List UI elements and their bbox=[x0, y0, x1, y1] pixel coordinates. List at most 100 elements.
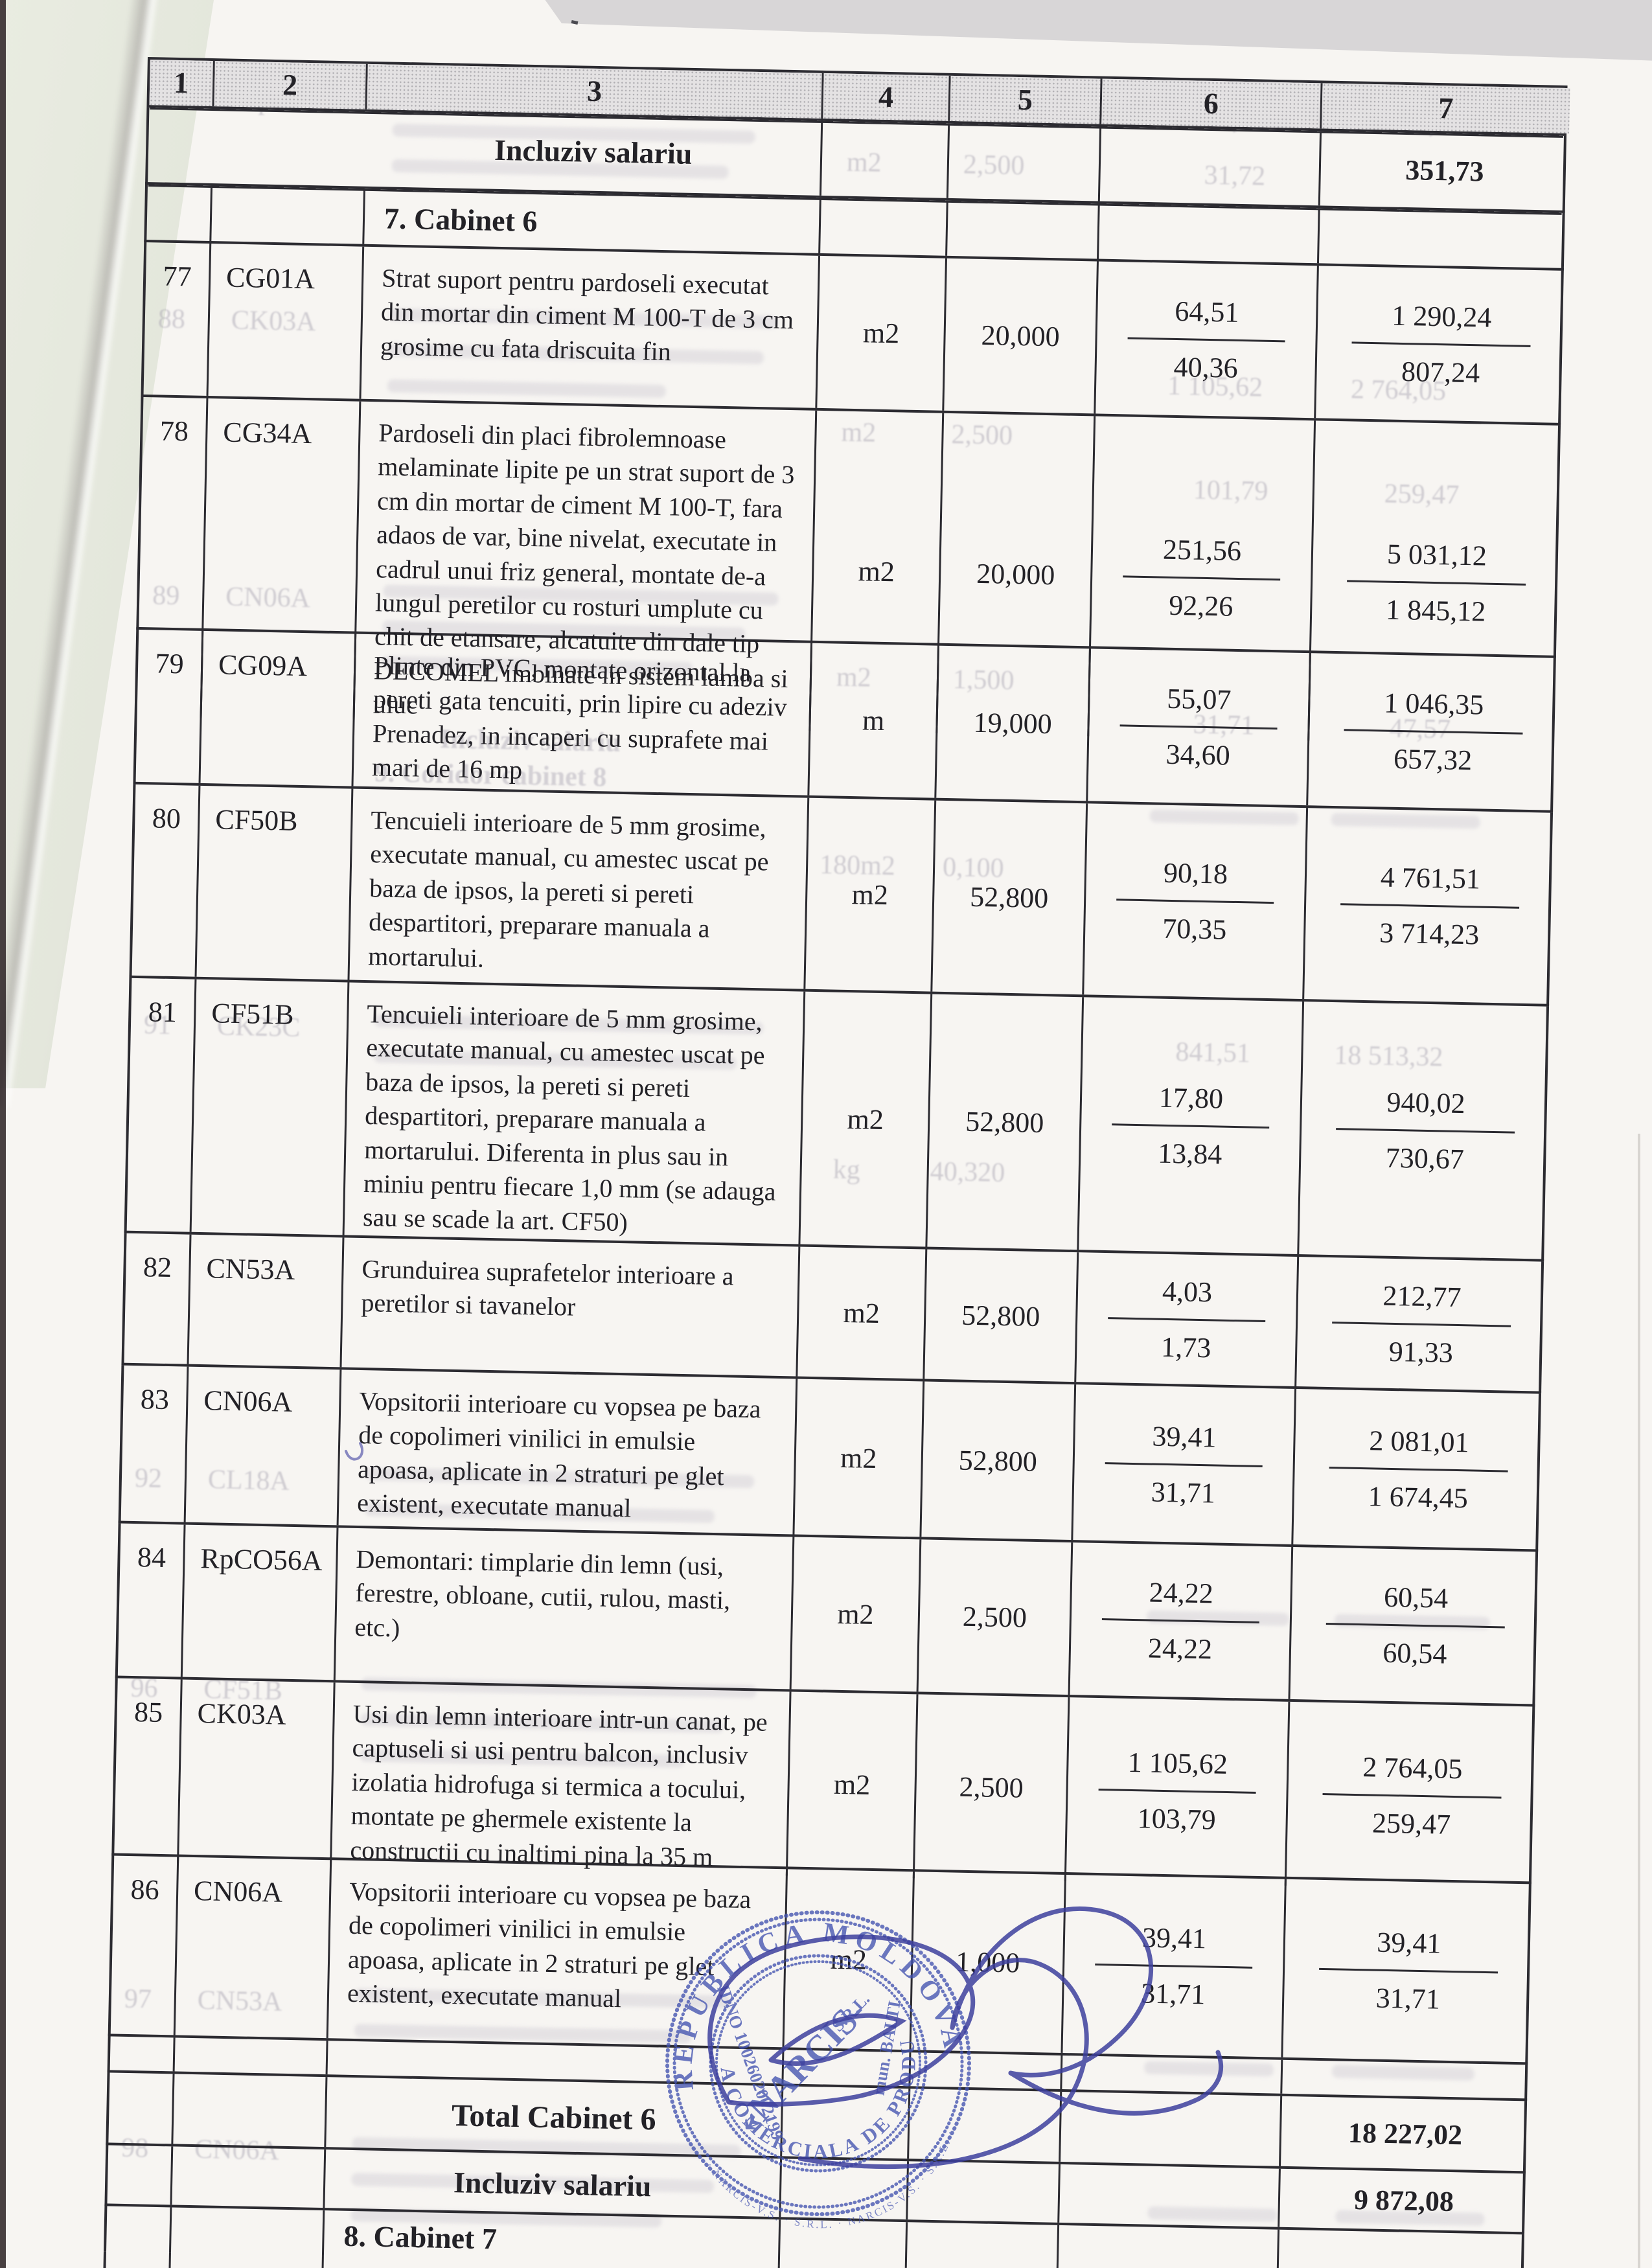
salary-label: Incluziv salariu bbox=[325, 2149, 783, 2217]
col-header-6: 6 bbox=[1101, 78, 1323, 129]
price-total: 4,03 bbox=[1162, 1275, 1213, 1308]
price-salary: 31,71 bbox=[1151, 1476, 1216, 1509]
row-quantity: 2,500 bbox=[914, 1694, 1070, 1881]
amount-salary: 259,47 bbox=[1371, 1807, 1451, 1841]
table-row: 85 CK03A Usi din lemn interioare intr-un… bbox=[111, 1678, 1535, 1886]
amount-total: 5 031,12 bbox=[1386, 538, 1487, 572]
row-quantity: 52,800 bbox=[924, 1249, 1079, 1382]
empty-cell bbox=[172, 2146, 327, 2208]
row-code: CF51B bbox=[191, 979, 350, 1235]
row-price-pair: 4,03 1,73 bbox=[1076, 1252, 1300, 1387]
price-salary: 24,22 bbox=[1147, 1632, 1213, 1666]
total-value: 18 227,02 bbox=[1348, 2116, 1463, 2151]
row-unit: m2 bbox=[784, 1869, 915, 2050]
stub bbox=[170, 2252, 324, 2268]
row-quantity: 52,800 bbox=[932, 800, 1088, 995]
empty-cell bbox=[910, 2052, 1063, 2089]
fraction-divider bbox=[1347, 580, 1526, 586]
row-unit: m2 bbox=[797, 1246, 928, 1379]
row-number: 80 bbox=[132, 784, 201, 977]
row-quantity: 19,000 bbox=[936, 645, 1091, 801]
amount-salary: 3 714,23 bbox=[1379, 917, 1480, 951]
fraction-divider bbox=[1127, 337, 1285, 343]
row-amount-pair: 39,41 31,71 bbox=[1283, 1879, 1533, 2063]
row-description: Tencuieli interioare de 5 mm grosime, ex… bbox=[344, 982, 806, 1244]
empty-cell bbox=[174, 2037, 328, 2075]
row-code: CG01A bbox=[208, 244, 365, 399]
empty-cell bbox=[1099, 126, 1322, 206]
empty-cell bbox=[820, 198, 948, 256]
table-row: 84 RpCO56A Demontari: timplarie din lemn… bbox=[115, 1523, 1541, 1707]
row-description: Vopsitorii interioare cu vopsea pe baza … bbox=[328, 1860, 788, 2048]
row-unit: m bbox=[809, 643, 940, 798]
fraction-divider bbox=[1340, 903, 1519, 909]
row-number: 86 bbox=[110, 1855, 179, 2035]
fraction-divider bbox=[1123, 575, 1280, 581]
page-right-edge bbox=[1638, 1134, 1640, 2268]
row-code: CK03A bbox=[179, 1679, 336, 1867]
amount-total: 4 761,51 bbox=[1380, 861, 1481, 895]
amount-total: 1 046,35 bbox=[1383, 687, 1484, 721]
col-header-7: 7 bbox=[1322, 83, 1570, 134]
section-label: 7. Cabinet 6 bbox=[364, 189, 821, 253]
price-salary: 31,71 bbox=[1140, 1977, 1206, 2011]
scanner-left-edge bbox=[0, 0, 6, 2268]
fraction-divider bbox=[1098, 1789, 1256, 1794]
fraction-divider bbox=[1102, 1618, 1259, 1623]
col-header-3: 3 bbox=[367, 63, 824, 119]
empty-cell bbox=[947, 200, 1100, 259]
empty-cell bbox=[106, 2206, 172, 2253]
empty-cell bbox=[146, 185, 213, 242]
empty-cell bbox=[779, 2219, 908, 2268]
price-total: 90,18 bbox=[1163, 856, 1228, 890]
empty-cell bbox=[1059, 2164, 1281, 2227]
amount-salary: 657,32 bbox=[1393, 742, 1473, 777]
row-quantity: 1,000 bbox=[911, 1872, 1066, 2053]
row-price-pair: 24,22 24,22 bbox=[1070, 1542, 1294, 1699]
empty-cell bbox=[948, 123, 1102, 201]
price-salary: 34,60 bbox=[1165, 738, 1231, 772]
amount-total: 1 290,24 bbox=[1391, 299, 1492, 334]
price-total: 39,41 bbox=[1141, 1921, 1207, 1955]
fraction-divider bbox=[1108, 1316, 1266, 1322]
table-row: 86 CN06A Vopsitorii interioare cu vopsea… bbox=[108, 1855, 1532, 2065]
row-quantity: 20,000 bbox=[944, 258, 1099, 414]
row-code: RpCO56A bbox=[182, 1524, 339, 1680]
empty-cell bbox=[783, 2050, 912, 2087]
row-price-pair: 1 105,62 103,79 bbox=[1066, 1697, 1291, 1886]
empty-cell bbox=[781, 2159, 910, 2220]
empty-cell bbox=[909, 2089, 1062, 2162]
row-amount-pair: 1 290,24 807,24 bbox=[1316, 266, 1566, 423]
table-row: 77 CG01A Strat suport pentru pardoseli e… bbox=[141, 242, 1566, 426]
row-unit: m2 bbox=[794, 1379, 925, 1537]
amount-salary: 31,71 bbox=[1375, 1982, 1441, 2015]
row-price-pair: 55,07 34,60 bbox=[1088, 648, 1311, 806]
empty-cell bbox=[1282, 2060, 1530, 2099]
empty-cell bbox=[906, 2222, 1060, 2268]
row-number: 77 bbox=[143, 242, 212, 396]
row-amount-pair: 60,54 60,54 bbox=[1290, 1547, 1541, 1704]
row-unit: m2 bbox=[805, 797, 937, 992]
table-row: 78 CG34A Pardoseli din placi fibrolemnoa… bbox=[136, 396, 1561, 740]
fraction-divider bbox=[1095, 1963, 1252, 1969]
fraction-divider bbox=[1116, 899, 1274, 904]
empty-cell bbox=[1099, 203, 1320, 264]
row-amount-pair: 4 761,51 3 714,23 bbox=[1304, 808, 1555, 1004]
table-row: 80 CF50B Tencuieli interioare de 5 mm gr… bbox=[129, 784, 1555, 1007]
amount-total: 2 081,01 bbox=[1369, 1424, 1469, 1458]
row-quantity: 2,500 bbox=[918, 1539, 1073, 1695]
price-salary: 40,36 bbox=[1173, 350, 1239, 384]
empty-cell bbox=[1279, 2230, 1527, 2268]
col-header-4: 4 bbox=[823, 73, 951, 121]
empty-cell bbox=[1058, 2225, 1280, 2268]
fraction-divider bbox=[1326, 1623, 1505, 1629]
total-label: Total Cabinet 6 bbox=[326, 2077, 784, 2157]
row-code: CN06A bbox=[185, 1366, 342, 1526]
fraction-divider bbox=[1119, 724, 1278, 730]
row-price-pair: 39,41 31,71 bbox=[1073, 1384, 1297, 1544]
price-total: 24,22 bbox=[1149, 1576, 1214, 1610]
row-code: CN06A bbox=[175, 1857, 332, 2039]
fraction-divider bbox=[1332, 1321, 1511, 1327]
price-total: 1 105,62 bbox=[1127, 1747, 1228, 1781]
